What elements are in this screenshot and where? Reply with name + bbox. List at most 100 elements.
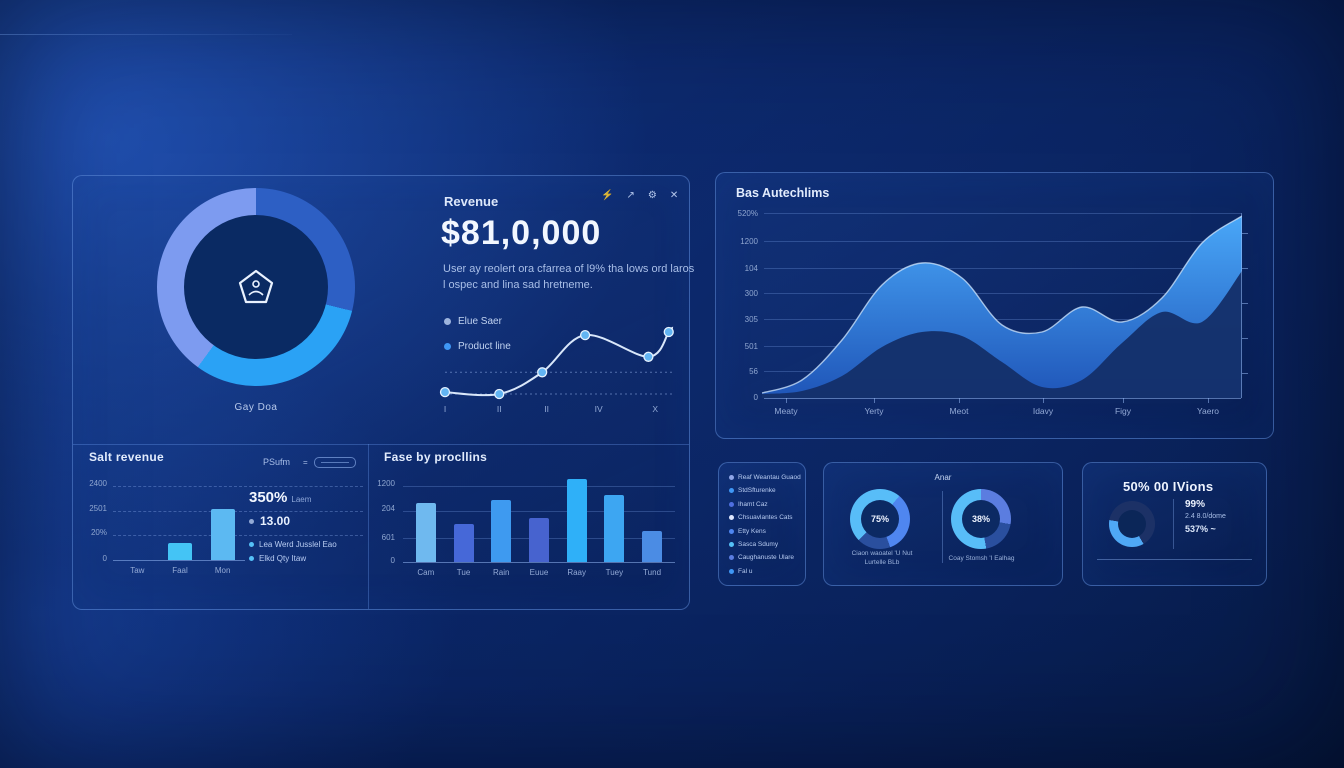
bar[interactable] bbox=[604, 494, 625, 562]
x-axis-tick bbox=[786, 398, 787, 403]
salt-control-label: PSufm bbox=[263, 457, 291, 467]
y-tick-label: 520% bbox=[737, 209, 758, 218]
salt-stat-secondary: 13.00 bbox=[249, 514, 290, 528]
data-point[interactable] bbox=[494, 388, 505, 400]
x-tick-label: II bbox=[496, 404, 502, 414]
data-point[interactable] bbox=[537, 367, 548, 378]
gauges-panel: Anar 75% Ciaon waoatel 'U Nut Lurtelle B… bbox=[823, 462, 1063, 586]
legend-list-item[interactable]: Fal u bbox=[729, 568, 752, 575]
revenue-line-chart[interactable] bbox=[439, 326, 681, 404]
right-axis-tick bbox=[1241, 303, 1248, 304]
x-tick-label: Tuey bbox=[605, 568, 624, 577]
y-tick-label: 305 bbox=[744, 315, 758, 324]
bar[interactable] bbox=[566, 479, 587, 562]
bar[interactable] bbox=[167, 543, 192, 560]
bar[interactable] bbox=[491, 499, 512, 562]
traffic-area-chart[interactable] bbox=[762, 209, 1242, 399]
legend-list-item[interactable]: Reaf Weantau Guaod bbox=[729, 474, 801, 481]
bar[interactable] bbox=[415, 503, 436, 562]
x-tick-label: Faal bbox=[172, 566, 188, 575]
revenue-amount: $81,0,000 bbox=[441, 214, 602, 252]
decorative-border bbox=[0, 34, 292, 35]
data-point[interactable] bbox=[579, 329, 591, 341]
gridline bbox=[403, 486, 675, 487]
kpi-stat-3: 537% ~ bbox=[1185, 524, 1216, 534]
bolt-icon[interactable]: ⚡ bbox=[601, 190, 614, 201]
legend-dot bbox=[444, 343, 451, 350]
salt-legend-item[interactable]: Lea Werd Jusslel Eao bbox=[249, 540, 337, 549]
donut-chart-label: Gay Doa bbox=[234, 402, 278, 413]
x-tick-label: Meaty bbox=[774, 406, 798, 416]
kpi-donut-chart[interactable] bbox=[1109, 501, 1155, 547]
traffic-panel: Bas Autechlims 520% 1200 104 300 305 501 56 0 Me… bbox=[715, 172, 1274, 439]
area-series-front-edge bbox=[762, 215, 1242, 394]
legend-label: Elkd Qty Itaw bbox=[259, 554, 307, 563]
y-tick-label: 2400 bbox=[89, 479, 107, 488]
category-donut-chart[interactable] bbox=[157, 188, 355, 386]
gauge-left-caption: Ciaon waoatel 'U Nut Lurtelle BLb bbox=[830, 550, 934, 568]
x-tick-label: Figy bbox=[1114, 406, 1132, 416]
y-tick-label: 204 bbox=[381, 504, 395, 513]
x-tick-label: Yaero bbox=[1196, 406, 1220, 416]
legend-dot bbox=[729, 515, 734, 521]
legend-dot bbox=[729, 488, 734, 494]
revenue-title: Revenue bbox=[444, 194, 499, 209]
kpi-title: 50% 00 IVions bbox=[1123, 479, 1214, 494]
right-axis-tick bbox=[1241, 338, 1248, 339]
bar[interactable] bbox=[528, 518, 549, 562]
y-tick-label: 20% bbox=[90, 528, 107, 537]
panel-divider bbox=[73, 444, 689, 445]
salt-bar-labels: Taw Faal Mon bbox=[116, 566, 244, 575]
data-point[interactable] bbox=[439, 386, 451, 398]
salt-slider[interactable] bbox=[314, 457, 356, 468]
gear-icon[interactable]: ⚙ bbox=[647, 190, 657, 201]
x-axis-tick bbox=[1043, 398, 1044, 403]
salt-stat-primary-suffix: Laem bbox=[291, 495, 312, 504]
legend-dot bbox=[729, 555, 734, 561]
legend-label: Lea Werd Jusslel Eao bbox=[259, 540, 337, 549]
legend-dot bbox=[444, 318, 451, 325]
caption-line: Lurtelle BLb bbox=[864, 558, 900, 566]
gauge-left[interactable]: 75% bbox=[850, 489, 910, 549]
salt-legend-item[interactable]: Elkd Qty Itaw bbox=[249, 554, 306, 563]
overview-panel: Gay Doa Revenue ⚡ ↗ ⚙ ✕ $81,0,000 User ay r… bbox=[72, 175, 694, 610]
bar[interactable] bbox=[453, 523, 474, 562]
arrow-icon[interactable]: ↗ bbox=[626, 190, 635, 201]
legend-list-item[interactable]: Etty Kens bbox=[729, 528, 766, 535]
right-axis-tick bbox=[1241, 233, 1248, 234]
legend-list-item[interactable]: Sasca Sdumy bbox=[729, 541, 778, 548]
x-axis bbox=[764, 398, 1241, 399]
data-point[interactable] bbox=[643, 351, 654, 362]
salt-revenue-title: Salt revenue bbox=[89, 450, 164, 464]
bar-column bbox=[604, 479, 625, 562]
area-series-back bbox=[762, 271, 1242, 398]
x-tick-label: II bbox=[544, 404, 550, 414]
legend-item-product-line[interactable]: Product line bbox=[444, 341, 511, 352]
bar[interactable] bbox=[210, 509, 235, 560]
donut-hole bbox=[184, 215, 328, 359]
traffic-title: Bas Autechlims bbox=[736, 186, 830, 200]
legend-label: StdSfturenke bbox=[738, 487, 776, 495]
legend-list-item[interactable]: Ihamt Caz bbox=[729, 501, 768, 508]
gridline bbox=[764, 268, 1241, 269]
legend-dot bbox=[249, 556, 254, 561]
bar-column bbox=[125, 484, 149, 560]
data-point[interactable] bbox=[663, 326, 674, 338]
salt-stat-secondary-value: 13.00 bbox=[260, 514, 291, 528]
fase-bar-chart[interactable] bbox=[407, 479, 671, 562]
legend-item-elue-saer[interactable]: Elue Saer bbox=[444, 316, 502, 327]
bar[interactable] bbox=[642, 531, 663, 562]
legend-label: Sasca Sdumy bbox=[738, 541, 779, 548]
legend-list-item[interactable]: Caughanuste Ulare bbox=[729, 554, 794, 561]
x-tick-label: Raay bbox=[567, 568, 586, 577]
right-axis-tick bbox=[1241, 268, 1248, 269]
x-tick-label: I bbox=[443, 404, 447, 414]
gauge-right[interactable]: 38% bbox=[951, 489, 1011, 549]
gridline bbox=[403, 511, 675, 512]
close-icon[interactable]: ✕ bbox=[669, 190, 679, 201]
salt-bar-chart[interactable] bbox=[116, 484, 244, 560]
kpi-stat-2: 2.4 8.0/dome bbox=[1185, 513, 1226, 520]
legend-list-item[interactable]: StdSfturenke bbox=[729, 487, 776, 494]
x-tick-label: Taw bbox=[130, 566, 145, 575]
legend-list-item[interactable]: Chsuavlantes Cats bbox=[729, 514, 793, 521]
